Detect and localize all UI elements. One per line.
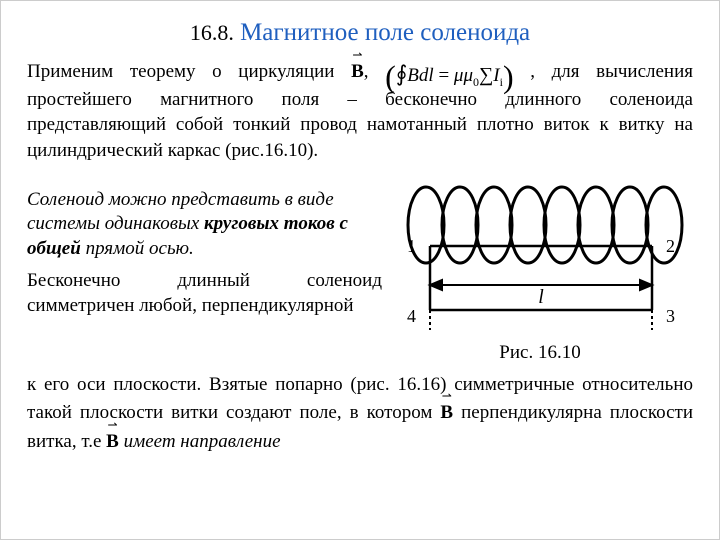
paragraph-1: Применим теорему о циркуляции B, (∮Bdl =… <box>27 57 693 164</box>
para4-c: имеет направление <box>119 431 281 452</box>
paragraph-4: к его оси плоскости. Взятые попарно (рис… <box>27 372 693 456</box>
vector-B-icon: B <box>351 57 364 85</box>
vector-B-icon-2: B <box>440 398 453 427</box>
formula-mu0: μ <box>463 65 473 86</box>
mid-left-column: Соленоид можно представить в виде систем… <box>27 170 390 319</box>
corner-1: 1 <box>407 236 416 256</box>
paragraph-2: Соленоид можно представить в виде систем… <box>27 188 382 262</box>
circulation-formula: (∮Bdl = μμ0∑Ii) <box>385 59 513 87</box>
length-label: l <box>538 286 544 308</box>
lparen-icon: ( <box>385 58 396 94</box>
para1-text-b: , <box>364 61 385 82</box>
paragraph-3: Бесконечно длинный соленоид симметричен … <box>27 268 382 319</box>
title-text: Магнитное поле соленоида <box>240 19 530 46</box>
oint-icon: ∮ <box>396 61 407 86</box>
vector-B-icon-3: B <box>106 427 119 456</box>
page-title: 16.8. Магнитное поле соленоида <box>27 19 693 47</box>
formula-eq: = <box>434 65 454 86</box>
solenoid-diagram: l 1 2 3 4 <box>390 170 690 340</box>
sum-icon: ∑ <box>479 64 493 86</box>
rparen-icon: ) <box>503 58 514 94</box>
corner-3: 3 <box>666 306 675 326</box>
formula-intvar: Bdl <box>407 65 433 86</box>
corner-2: 2 <box>666 236 675 256</box>
para1-text-a: Применим теорему о циркуляции <box>27 61 351 82</box>
mid-row: Соленоид можно представить в виде систем… <box>27 170 693 364</box>
figure-caption: Рис. 16.10 <box>390 342 690 364</box>
title-number: 16.8. <box>190 20 234 45</box>
page: 16.8. Магнитное поле соленоида Применим … <box>0 0 720 540</box>
corner-4: 4 <box>407 306 416 326</box>
figure-wrap: l 1 2 3 4 Рис. 16.10 <box>390 170 690 364</box>
para2-c: прямой осью. <box>81 238 194 259</box>
